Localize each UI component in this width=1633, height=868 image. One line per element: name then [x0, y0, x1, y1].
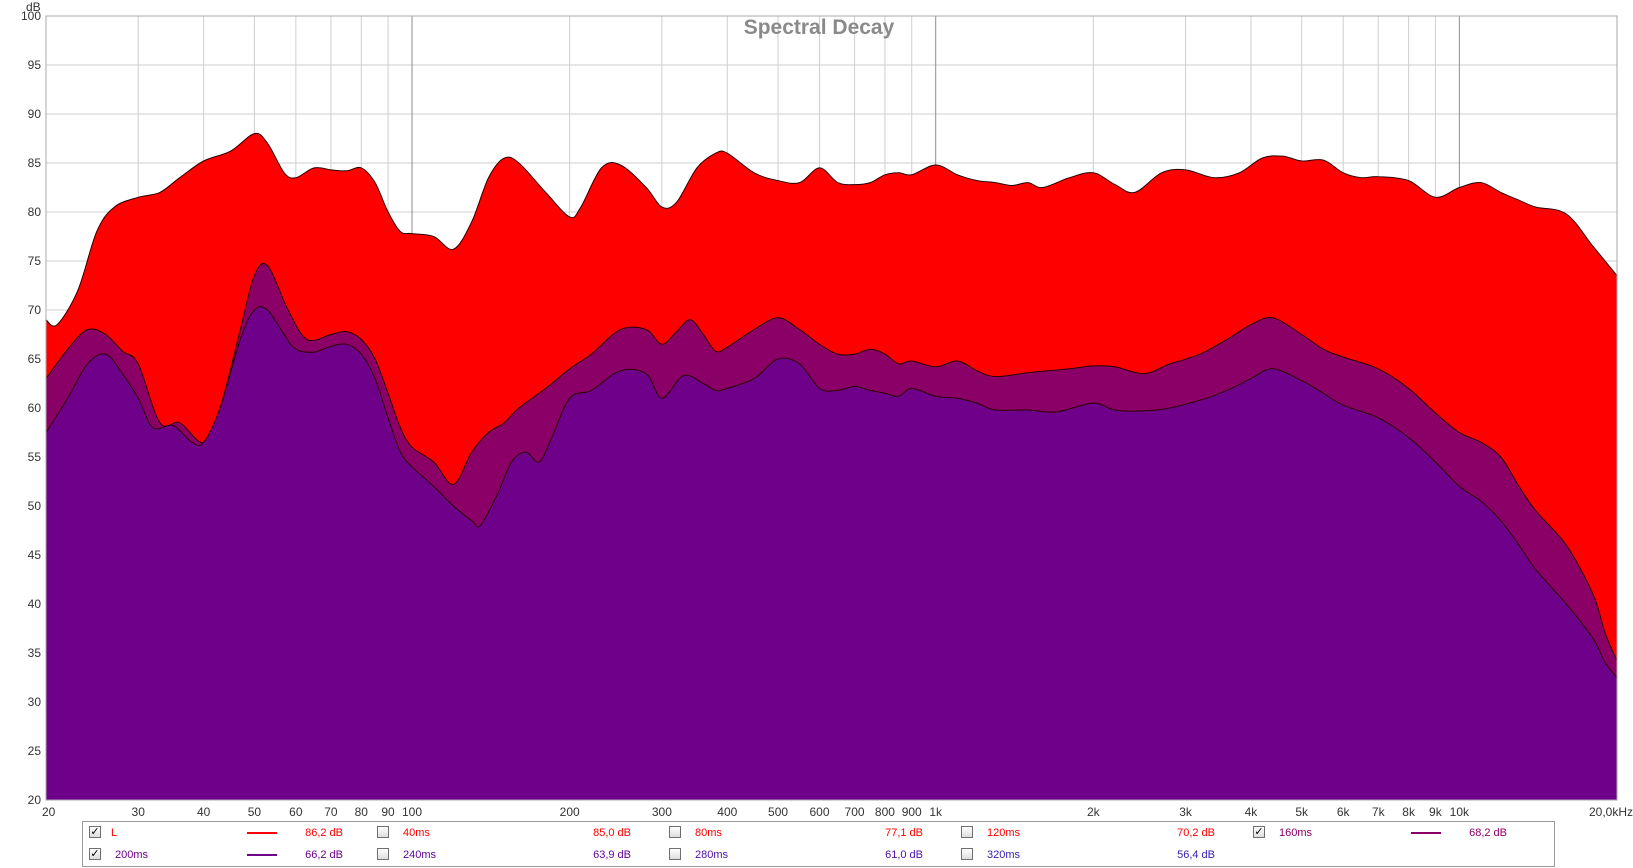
- legend-swatch: [247, 832, 277, 834]
- legend-value: 77,1 dB: [885, 827, 923, 839]
- legend-entry: ✓ L 86,2 dB: [89, 822, 369, 844]
- x-tick-label: 30: [132, 805, 146, 819]
- x-tick-label: 200: [560, 805, 580, 819]
- legend-entry: 80ms 77,1 dB: [669, 822, 949, 844]
- legend-checkbox[interactable]: ✓: [89, 826, 101, 838]
- x-tick-label: 300: [652, 805, 672, 819]
- series-areas: [45, 132, 1618, 800]
- legend-label: 160ms: [1279, 827, 1313, 839]
- y-tick-label: 45: [28, 548, 42, 562]
- legend-entry: 40ms 85,0 dB: [377, 822, 657, 844]
- x-tick-label: 500: [768, 805, 788, 819]
- x-tick-label: 700: [845, 805, 865, 819]
- legend-row: ✓ 200ms 66,2 dB 240ms 63,9 dB 280ms 61,0 dB 320…: [83, 844, 1554, 866]
- legend-entry: ✓ 160ms 68,2 dB: [1253, 822, 1533, 844]
- y-tick-label: 85: [28, 156, 42, 170]
- x-tick-label: 3k: [1179, 805, 1193, 819]
- legend-entry: 240ms 63,9 dB: [377, 844, 657, 866]
- y-tick-label: 75: [28, 254, 42, 268]
- series-line-160ms: [45, 263, 1618, 661]
- legend-entry: ✓ 200ms 66,2 dB: [89, 844, 369, 866]
- legend-label: 240ms: [403, 849, 437, 861]
- x-tick-label: 4k: [1245, 805, 1259, 819]
- legend-label: L: [111, 827, 118, 839]
- y-tick-label: 95: [28, 58, 42, 72]
- legend-label: 40ms: [403, 827, 430, 839]
- series-area-200ms: [46, 306, 1617, 800]
- x-tick-label: 400: [717, 805, 737, 819]
- x-tick-label: 20,0kHz: [1589, 805, 1633, 819]
- x-tick-label: 6k: [1337, 805, 1351, 819]
- y-tick-label: 55: [28, 450, 42, 464]
- legend-entry: 280ms 61,0 dB: [669, 844, 949, 866]
- legend-label: 280ms: [695, 849, 729, 861]
- x-tick-label: 9k: [1429, 805, 1443, 819]
- y-tick-label: 60: [28, 401, 42, 415]
- series-line-200ms: [45, 306, 1618, 678]
- legend-value: 66,2 dB: [305, 849, 343, 861]
- y-tick-label: 20: [28, 793, 42, 807]
- legend-swatch: [1411, 832, 1441, 834]
- x-tick-label: 80: [355, 805, 369, 819]
- axes: 20 25 30 35 40 45 50 55 60 65 70 75 80 85 90 95 100 20 30 4…: [21, 0, 1633, 819]
- legend-panel: ✓ L 86,2 dB 40ms 85,0 dB 80ms 77,1 dB 120ms 70,2…: [82, 821, 1555, 867]
- y-tick-label: 35: [28, 646, 42, 660]
- legend-label: 120ms: [987, 827, 1021, 839]
- y-tick-label: 65: [28, 352, 42, 366]
- y-tick-label: 90: [28, 107, 42, 121]
- x-tick-label: 70: [324, 805, 338, 819]
- x-tick-label: 90: [381, 805, 395, 819]
- x-tick-label: 10k: [1450, 805, 1470, 819]
- legend-label: 80ms: [695, 827, 722, 839]
- series-line-L: [45, 132, 1618, 327]
- legend-checkbox[interactable]: [377, 826, 389, 838]
- y-tick-label: 30: [28, 695, 42, 709]
- legend-checkbox[interactable]: [961, 826, 973, 838]
- x-tick-label: 5k: [1295, 805, 1309, 819]
- x-tick-label: 20: [42, 805, 56, 819]
- plot-frame: [45, 15, 1618, 801]
- legend-label: 200ms: [115, 849, 149, 861]
- legend-swatch: [247, 854, 277, 856]
- legend-checkbox[interactable]: [377, 848, 389, 860]
- y-axis-label: dB: [26, 0, 41, 14]
- x-tick-label: 600: [810, 805, 830, 819]
- x-tick-label: 40: [197, 805, 211, 819]
- legend-entry: 120ms 70,2 dB: [961, 822, 1241, 844]
- y-tick-label: 40: [28, 597, 42, 611]
- legend-value: 56,4 dB: [1177, 849, 1215, 861]
- legend-checkbox[interactable]: [669, 826, 681, 838]
- y-tick-label: 70: [28, 303, 42, 317]
- legend-checkbox[interactable]: ✓: [89, 848, 101, 860]
- y-tick-label: 50: [28, 499, 42, 513]
- x-tick-label: 50: [248, 805, 262, 819]
- x-tick-label: 7k: [1372, 805, 1386, 819]
- x-tick-label: 100: [402, 805, 422, 819]
- legend-value: 70,2 dB: [1177, 827, 1215, 839]
- x-tick-label: 900: [902, 805, 922, 819]
- legend-label: 320ms: [987, 849, 1021, 861]
- legend-checkbox[interactable]: [961, 848, 973, 860]
- legend-value: 85,0 dB: [593, 827, 631, 839]
- x-tick-label: 2k: [1087, 805, 1101, 819]
- legend-value: 63,9 dB: [593, 849, 631, 861]
- legend-checkbox[interactable]: [669, 848, 681, 860]
- x-tick-label: 1k: [929, 805, 943, 819]
- y-tick-label: 100: [21, 9, 41, 23]
- x-tick-label: 8k: [1402, 805, 1416, 819]
- legend-entry: 320ms 56,4 dB: [961, 844, 1241, 866]
- legend-value: 61,0 dB: [885, 849, 923, 861]
- legend-row: ✓ L 86,2 dB 40ms 85,0 dB 80ms 77,1 dB 120ms 70,2…: [83, 822, 1554, 844]
- legend-checkbox[interactable]: ✓: [1253, 826, 1265, 838]
- x-tick-label: 800: [875, 805, 895, 819]
- legend-value: 68,2 dB: [1469, 827, 1507, 839]
- y-tick-label: 25: [28, 744, 42, 758]
- chart-title: Spectral Decay: [744, 16, 895, 39]
- x-tick-label: 60: [289, 805, 303, 819]
- legend-value: 86,2 dB: [305, 827, 343, 839]
- y-tick-label: 80: [28, 205, 42, 219]
